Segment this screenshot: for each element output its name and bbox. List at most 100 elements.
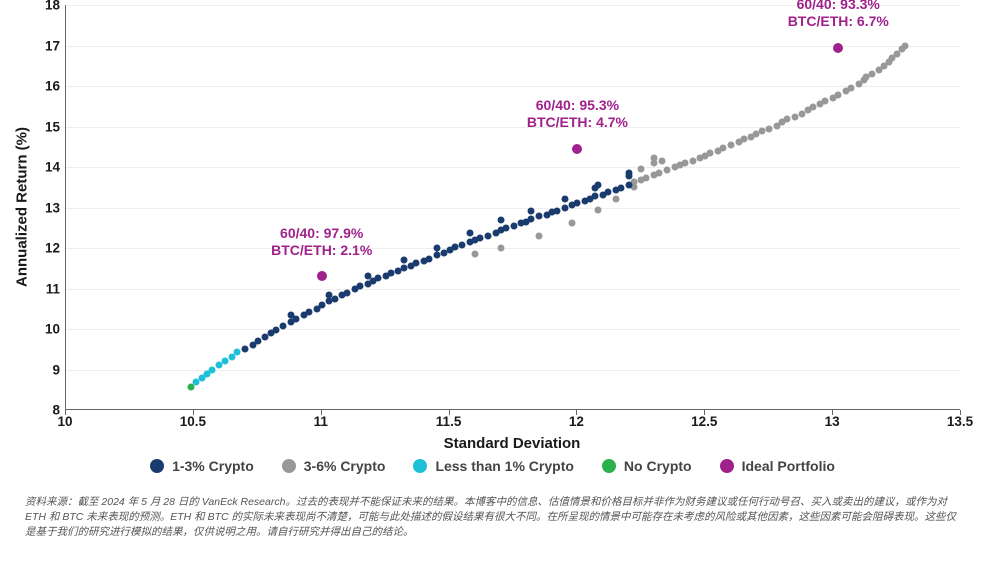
y-tick-label: 10 [45,322,60,337]
data-point [625,170,632,177]
y-tick-label: 9 [52,362,60,377]
data-point [484,232,491,239]
data-point [766,125,773,132]
data-point [791,113,798,120]
data-point [561,195,568,202]
data-point [426,256,433,263]
legend-dot [282,459,296,473]
data-point [188,383,195,390]
legend-dot [150,459,164,473]
x-tick-label: 11.5 [436,414,462,429]
annotation: 60/40: 95.3%BTC/ETH: 4.7% [527,98,628,132]
data-point [707,149,714,156]
data-point [822,98,829,105]
x-tick-label: 12.5 [691,414,717,429]
y-tick-label: 12 [45,241,60,256]
annotation: 60/40: 97.9%BTC/ETH: 2.1% [271,225,372,259]
data-point [400,257,407,264]
data-point [561,205,568,212]
data-point [472,251,479,258]
x-tick-mark [321,410,322,415]
grid-line [66,370,960,371]
data-point [317,271,327,281]
legend-label: Less than 1% Crypto [435,458,573,474]
annotation-line2: BTC/ETH: 2.1% [271,242,372,259]
legend-item: No Crypto [602,458,692,474]
data-point [594,182,601,189]
y-tick-label: 17 [45,38,60,53]
y-tick-label: 16 [45,79,60,94]
x-tick-label: 13 [825,414,840,429]
data-point [318,301,325,308]
data-point [848,85,855,92]
grid-line [66,248,960,249]
annotation: 60/40: 93.3%BTC/ETH: 6.7% [788,0,889,30]
data-point [451,244,458,251]
data-point [663,167,670,174]
legend-item: 3-6% Crypto [282,458,386,474]
x-tick-mark [576,410,577,415]
data-point [617,185,624,192]
data-point [387,270,394,277]
x-tick-mark [704,410,705,415]
data-point [740,136,747,143]
data-point [413,260,420,267]
x-tick-mark [193,410,194,415]
legend-label: Ideal Portfolio [742,458,835,474]
footer-disclaimer: 资料来源：截至 2024 年 5 月 28 日的 VanEck Research… [25,495,960,541]
legend-label: 1-3% Crypto [172,458,254,474]
data-point [536,232,543,239]
data-point [638,166,645,173]
legend-dot [413,459,427,473]
data-point [459,241,466,248]
data-point [433,252,440,259]
grid-line [66,46,960,47]
data-point [658,157,665,164]
data-point [553,207,560,214]
data-point [497,217,504,224]
x-axis-label: Standard Deviation [444,435,581,452]
data-point [433,245,440,252]
data-point [357,283,364,290]
data-point [758,128,765,135]
grid-line [66,289,960,290]
grid-line [66,167,960,168]
data-point [572,144,582,154]
data-point [374,275,381,282]
data-point [272,326,279,333]
data-point [344,289,351,296]
data-point [689,157,696,164]
annotation-line1: 60/40: 97.9% [271,225,372,242]
annotation-line2: BTC/ETH: 4.7% [527,114,628,131]
y-tick-label: 18 [45,0,60,13]
data-point [720,144,727,151]
data-point [835,91,842,98]
x-tick-label: 11 [314,414,328,429]
data-point [221,358,228,365]
data-point [528,215,535,222]
x-tick-mark [449,410,450,415]
data-point [868,70,875,77]
data-point [574,200,581,207]
data-point [592,193,599,200]
data-point [569,219,576,226]
y-tick-label: 14 [45,160,60,175]
data-point [467,229,474,236]
data-point [901,42,908,49]
legend-item: 1-3% Crypto [150,458,254,474]
y-axis-label: Annualized Return (%) [14,127,31,287]
data-point [809,104,816,111]
data-point [681,159,688,166]
x-tick-label: 12 [569,414,584,429]
legend-dot [720,459,734,473]
data-point [305,308,312,315]
data-point [331,295,338,302]
data-point [528,207,535,214]
y-tick-label: 15 [45,119,60,134]
x-tick-mark [960,410,961,415]
data-point [643,174,650,181]
legend-label: No Crypto [624,458,692,474]
legend-label: 3-6% Crypto [304,458,386,474]
annotation-line1: 60/40: 95.3% [527,98,628,115]
legend-item: Less than 1% Crypto [413,458,573,474]
